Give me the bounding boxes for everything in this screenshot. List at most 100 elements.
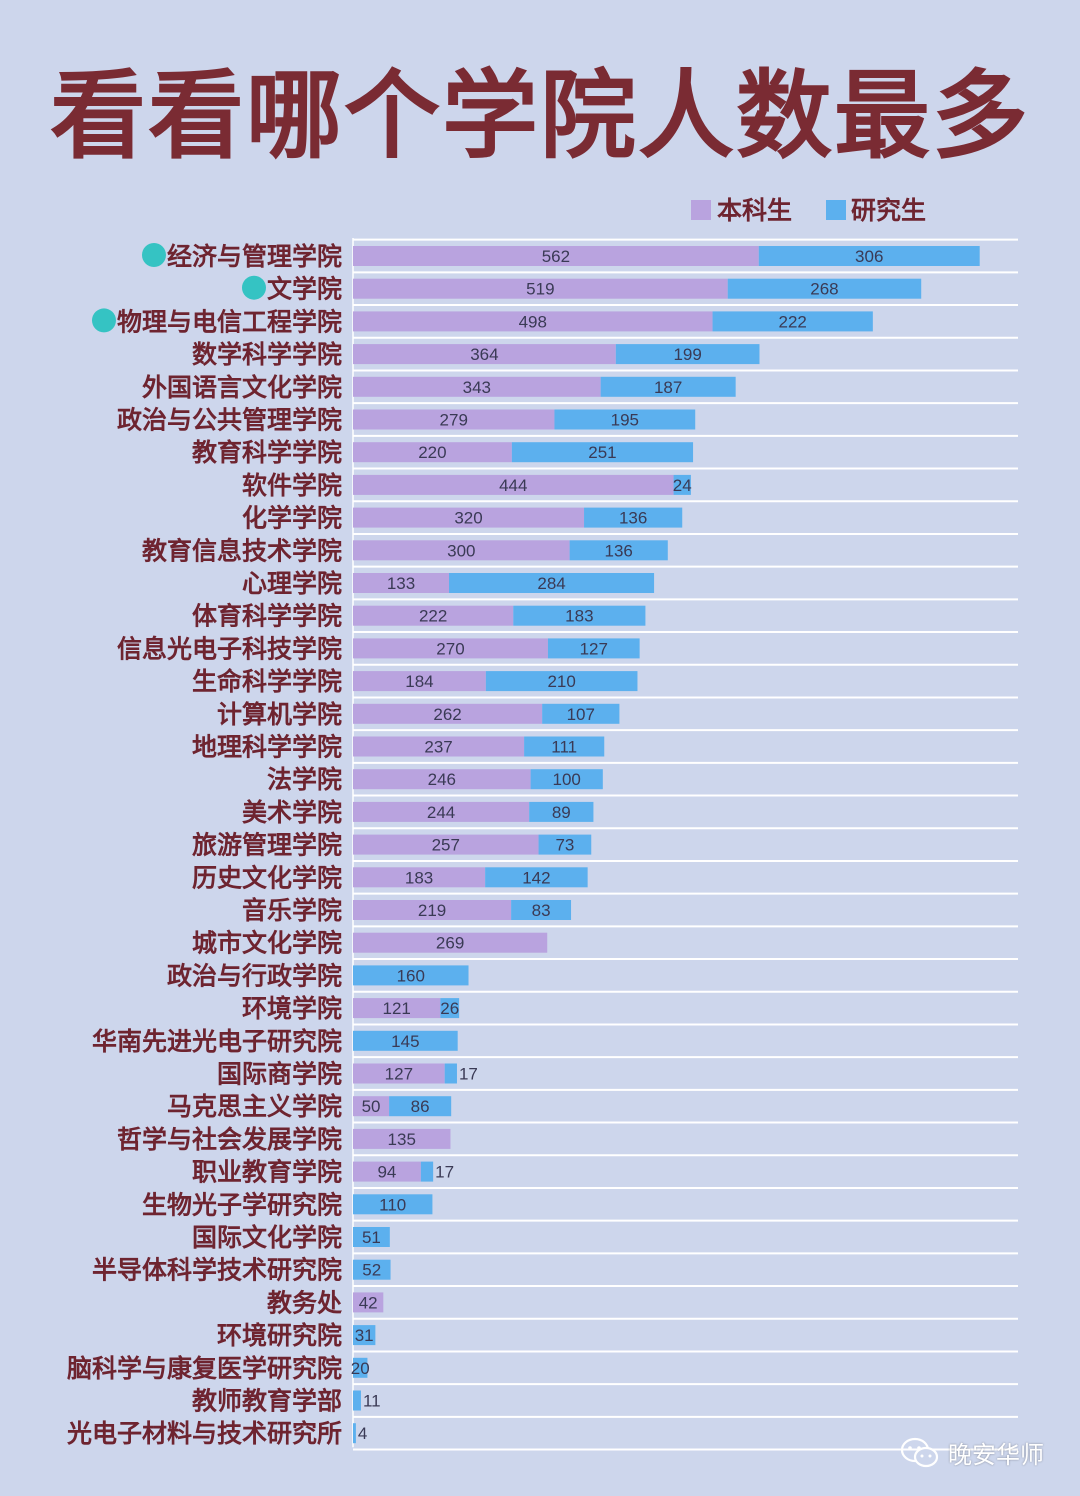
category-label: 地理科学学院 [192,733,342,762]
category-label: 音乐学院 [242,896,342,925]
category-label: 政治与公共管理学院 [117,406,342,435]
bar-grad [530,769,603,790]
bar-grad [353,1423,356,1444]
category-label: 职业教育学院 [192,1158,342,1187]
data-label: 31 [355,1326,374,1345]
category-label: 体育科学学院 [192,602,342,631]
bar-undergrad [353,769,531,790]
bar-undergrad [353,703,543,724]
data-label: 184 [405,672,433,691]
category-label: 信息光电子科技学院 [117,634,342,663]
bar-undergrad [353,409,555,430]
category-label: 化学学院 [242,504,342,533]
data-label: 107 [567,705,595,724]
watermark: 晚安华师 [900,1435,1044,1470]
bar-grad [542,703,620,724]
category-label: 教育信息技术学院 [142,536,342,565]
data-label: 83 [532,901,551,920]
data-label: 269 [436,934,464,953]
bar-grad [615,344,760,365]
data-label: 244 [427,803,455,822]
highlight-dot [141,243,166,267]
category-label: 城市文化学院 [192,929,342,958]
data-label: 320 [454,509,482,528]
bar-undergrad [353,736,525,757]
bar-grad [353,1194,433,1215]
data-label: 73 [555,836,574,855]
category-label: 法学院 [267,765,342,794]
bar-grad [513,605,646,626]
category-label: 历史文化学院 [192,863,342,892]
bar-grad [529,801,594,822]
data-label: 4 [358,1424,367,1443]
data-label: 94 [377,1163,396,1182]
data-label: 519 [526,280,554,299]
bar-undergrad [353,1128,451,1149]
bars: 562 306 519 268 498 222 364 199 343 187 279 195 220 2… [351,246,980,1444]
bar-grad [584,507,683,528]
data-label: 183 [405,868,433,887]
bar-grad [547,638,640,659]
data-label: 183 [565,607,593,626]
category-label: 哲学与社会发展学院 [117,1125,342,1154]
bar-grad [511,900,572,920]
bar-grad [449,573,655,593]
category-label: 教务处 [267,1288,342,1317]
bar-undergrad [353,1063,445,1084]
category-label: 计算机学院 [217,700,342,729]
data-label: 133 [387,574,415,593]
data-label: 187 [654,378,682,397]
bar-undergrad [353,474,674,495]
data-label: 444 [499,476,527,495]
category-label: 外国语言文化学院 [142,373,342,402]
data-label: 136 [605,541,633,560]
category-label: 生命科学学院 [192,667,342,696]
watermark-text: 晚安华师 [948,1441,1044,1469]
data-label: 268 [810,280,838,299]
category-label: 美术学院 [242,798,342,827]
category-label: 数学科学学院 [192,340,342,369]
bar-grad [485,867,588,888]
bar-grad [538,834,592,855]
bar-undergrad [353,1292,384,1313]
data-label: 210 [547,672,575,691]
category-label: 光电子材料与技术研究所 [66,1419,342,1448]
data-label: 219 [418,901,446,920]
data-label: 237 [424,738,452,757]
category-labels: 经济与管理学院文学院物理与电信工程学院数学科学学院外国语言文化学院政治与公共管理… [66,242,342,1448]
data-label: 284 [537,574,565,593]
data-label: 51 [362,1228,381,1247]
data-label: 42 [359,1293,378,1312]
data-label: 562 [542,247,570,266]
legend-label-undergrad: 本科生 [717,196,792,225]
data-label: 50 [362,1097,381,1116]
legend-label-grad: 研究生 [851,196,926,225]
bar-undergrad [353,932,548,953]
data-label: 251 [588,443,616,462]
data-label: 498 [519,312,547,331]
bar-grad [420,1161,434,1182]
bar-undergrad [353,638,548,659]
bar-grad [353,1227,390,1247]
data-label: 111 [551,738,577,757]
bar-undergrad [353,344,616,365]
bar-grad [727,278,922,299]
data-label: 20 [351,1359,370,1378]
data-label: 86 [411,1097,430,1116]
bar-grad [554,409,696,430]
category-label: 马克思主义学院 [167,1092,342,1121]
data-label: 257 [432,836,460,855]
bar-undergrad [353,998,441,1019]
bar-undergrad [353,801,530,822]
category-label: 半导体科学技术研究院 [92,1256,342,1285]
data-label: 306 [855,247,883,266]
category-label: 华南先进光电子研究院 [92,1027,342,1056]
data-label: 300 [447,541,475,560]
data-label: 121 [382,999,410,1018]
bar-undergrad [353,1096,390,1117]
legend-swatch-undergrad [691,200,711,220]
highlight-dot [91,308,116,333]
bar-undergrad [353,1161,421,1182]
category-label: 旅游管理学院 [192,831,342,860]
data-label: 160 [397,966,425,985]
